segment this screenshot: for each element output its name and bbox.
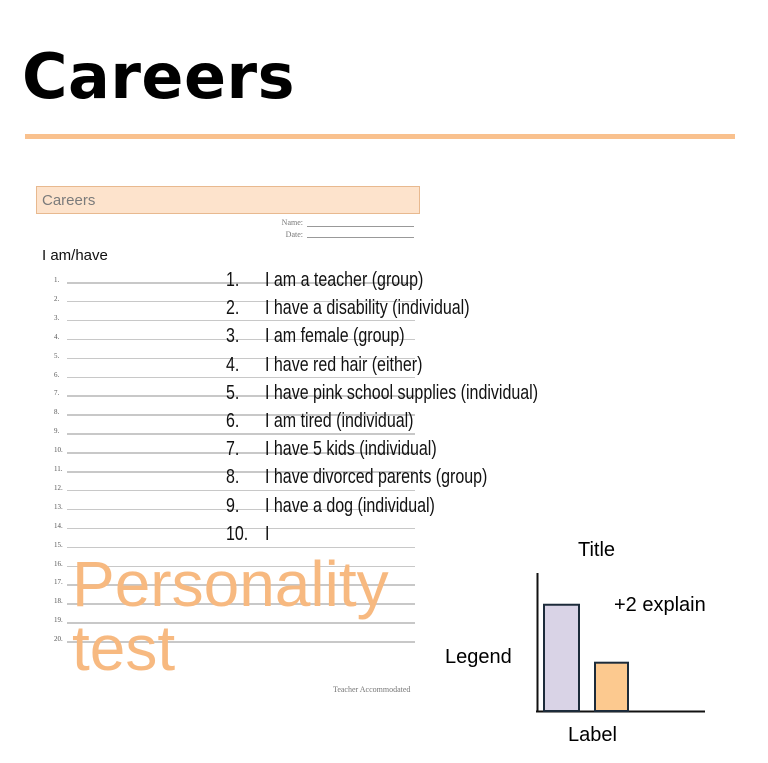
diagram-bar-2 [594, 661, 629, 713]
title-underline [25, 134, 735, 139]
line-number: 1. [54, 276, 60, 284]
statement-text: I am female (group) [265, 325, 405, 348]
statement-number: 1. [226, 269, 240, 291]
answer-line [67, 565, 415, 567]
statement-text: I have pink school supplies (individual) [265, 381, 539, 404]
statement-number: 9. [226, 494, 240, 517]
line-number: 3. [54, 313, 60, 322]
answer-line [67, 508, 415, 511]
statement-text: I have a disability (individual) [265, 297, 470, 320]
worksheet-header-text: Careers [42, 192, 96, 209]
diagram-title: Title [578, 539, 616, 561]
answer-line [67, 527, 415, 530]
answer-line [67, 622, 415, 624]
worksheet-header: Careers [36, 186, 420, 214]
statement-text: I [265, 522, 270, 545]
answer-line [67, 433, 415, 435]
date-line [307, 237, 414, 238]
statement-text: I have a dog (individual) [265, 494, 435, 517]
line-number: 17. [54, 578, 63, 587]
line-number: 14. [54, 521, 63, 530]
statement-number: 6. [226, 410, 240, 432]
line-number: 20. [54, 635, 63, 644]
answer-line [67, 584, 415, 586]
statement-text: I have red hair (either) [265, 353, 423, 376]
line-number: 15. [54, 540, 63, 549]
statement-number: 5. [226, 381, 240, 404]
line-number: 19. [54, 616, 63, 625]
statement-text: I have 5 kids (individual) [265, 438, 437, 461]
line-number: 2. [54, 294, 60, 303]
statement-number: 7. [226, 438, 240, 461]
worksheet-prompt: I am/have [42, 247, 108, 264]
statement-text: I am a teacher (group) [265, 269, 424, 291]
statement-number: 2. [226, 297, 240, 320]
name-line [307, 226, 414, 227]
answer-line [67, 300, 415, 303]
diagram-note: +2 explain [614, 594, 706, 616]
diagram-x-label: Label [568, 724, 617, 746]
answer-line [67, 395, 415, 397]
answer-line [67, 546, 415, 549]
watermark-text: Personality test [72, 548, 389, 684]
line-number: 11. [54, 465, 63, 473]
line-number: 12. [54, 483, 63, 492]
answer-line [67, 282, 415, 284]
worksheet-footer: Teacher Accommodated [333, 685, 411, 694]
name-label: Name: [281, 218, 303, 227]
slide-title: Careers [22, 40, 295, 113]
diagram-bar-1 [543, 603, 580, 712]
line-number: 5. [54, 351, 60, 360]
line-number: 6. [54, 370, 60, 379]
answer-line [67, 471, 415, 473]
answer-line [67, 641, 415, 643]
date-label: Date: [285, 229, 303, 239]
answer-line [67, 338, 415, 341]
answer-line [67, 414, 415, 416]
line-number: 7. [54, 389, 60, 398]
statement-number: 10. [226, 522, 249, 545]
line-number: 4. [54, 332, 60, 341]
statement-text: I am tired (individual) [265, 410, 414, 432]
line-number: 9. [54, 427, 60, 436]
line-number: 13. [54, 502, 63, 511]
answer-line [67, 376, 415, 378]
diagram-y-label: Legend [445, 646, 512, 668]
line-number: 8. [54, 408, 60, 417]
line-number: 18. [54, 597, 63, 606]
answer-line [67, 603, 415, 605]
answer-line [67, 357, 415, 360]
statement-number: 4. [226, 353, 240, 376]
answer-line [67, 319, 415, 322]
answer-line [67, 489, 415, 492]
line-number: 16. [54, 559, 63, 568]
statement-text: I have divorced parents (group) [265, 466, 488, 489]
statement-number: 8. [226, 466, 240, 489]
answer-line [67, 452, 415, 454]
statement-number: 3. [226, 325, 240, 348]
line-number: 10. [54, 446, 63, 455]
